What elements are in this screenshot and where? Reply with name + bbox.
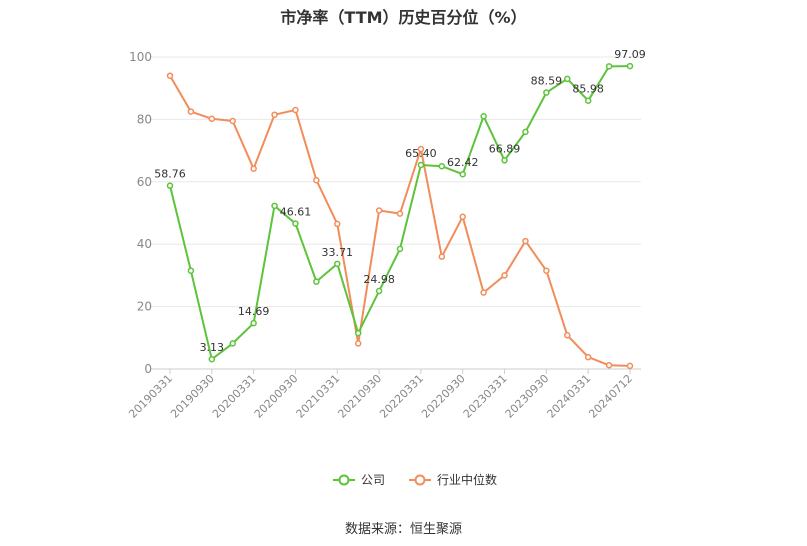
data-point: [334, 220, 341, 228]
data-point: [438, 162, 446, 170]
data-point: [501, 157, 508, 164]
data-point: [250, 165, 257, 172]
data-point: [522, 237, 529, 245]
data-label: 24.98: [363, 273, 395, 286]
x-tick-label: 20240712: [586, 372, 635, 421]
source-note: 数据来源：恒生聚源: [344, 522, 462, 537]
data-point: [375, 207, 383, 214]
x-tick-label: 20200930: [252, 372, 301, 421]
data-point: [564, 75, 571, 83]
data-point: [605, 362, 613, 369]
data-point: [417, 145, 425, 153]
data-point: [626, 62, 634, 70]
grid-lines: [150, 56, 641, 370]
data-label: 33.71: [322, 246, 354, 259]
x-tick-label: 20230331: [461, 372, 510, 421]
data-label: 46.61: [280, 206, 312, 219]
data-label: 97.09: [614, 48, 646, 61]
legend-marker: [414, 474, 426, 486]
data-point: [459, 170, 466, 178]
data-point: [522, 128, 529, 136]
data-point: [313, 176, 320, 184]
data-point: [480, 289, 487, 296]
data-point: [250, 319, 257, 327]
y-tick-label: 0: [144, 362, 152, 376]
y-tick-label: 40: [137, 237, 152, 251]
data-point: [229, 117, 236, 125]
data-point: [417, 161, 425, 169]
legend: 公司 行业中位数: [333, 472, 497, 487]
data-point: [334, 260, 341, 268]
data-point: [292, 106, 299, 114]
y-tick-label: 80: [137, 112, 152, 126]
data-label: 14.69: [238, 305, 270, 318]
data-point: [605, 63, 613, 70]
data-point: [187, 108, 195, 115]
data-point: [438, 253, 446, 260]
axes: 0 20 40 60 80 100 2019033120190930202003312020…: [126, 50, 635, 421]
data-label: 66.89: [489, 142, 521, 155]
x-tick-label: 20200331: [210, 372, 259, 421]
data-point: [480, 113, 487, 120]
data-label: 65.40: [405, 147, 437, 160]
data-labels-layer: 58.76 3.13 14.69 46.61 33.71 24.98 65.40 62.42 6…: [154, 48, 646, 354]
data-point: [271, 111, 278, 118]
x-tick-label: 20220331: [377, 372, 426, 421]
data-point: [396, 245, 404, 253]
data-point: [459, 213, 466, 220]
data-point: [354, 329, 362, 337]
x-tick-label: 20240331: [545, 372, 594, 421]
data-point: [208, 115, 216, 123]
y-tick-label: 20: [137, 300, 152, 314]
x-tick-label: 20190331: [126, 372, 175, 421]
data-point: [229, 340, 236, 347]
x-tick-label: 20190930: [168, 372, 217, 421]
legend-entry[interactable]: 公司: [361, 473, 385, 487]
series-layer: [166, 62, 634, 370]
data-point: [584, 97, 592, 104]
data-point: [187, 267, 195, 274]
data-point: [166, 72, 174, 79]
y-tick-label: 60: [137, 175, 152, 189]
data-point: [501, 272, 508, 279]
data-point: [543, 267, 550, 274]
data-label: 85.98: [572, 83, 604, 96]
legend-marker: [338, 474, 350, 486]
legend-entry[interactable]: 行业中位数: [437, 472, 497, 487]
data-point: [354, 340, 362, 347]
x-tick-label: 20230930: [503, 372, 552, 421]
data-point: [271, 202, 278, 210]
data-label: 58.76: [154, 168, 186, 181]
data-label: 62.42: [447, 156, 479, 169]
data-point: [166, 182, 174, 189]
data-point: [543, 89, 550, 96]
x-tick-label: 20220930: [419, 372, 468, 421]
data-point: [375, 287, 383, 295]
chart-title: 市净率（TTM）历史百分位（%）: [280, 8, 527, 27]
data-point: [313, 278, 320, 285]
data-label: 3.13: [200, 341, 225, 354]
x-tick-label: 20210331: [294, 372, 343, 421]
data-point: [208, 355, 216, 363]
x-tick-label: 20210930: [335, 372, 384, 421]
data-point: [564, 332, 571, 339]
data-point: [584, 353, 592, 361]
data-point: [626, 362, 634, 370]
data-label: 88.59: [531, 75, 563, 88]
y-tick-label: 100: [129, 50, 152, 64]
data-point: [396, 210, 404, 217]
data-point: [292, 220, 299, 227]
